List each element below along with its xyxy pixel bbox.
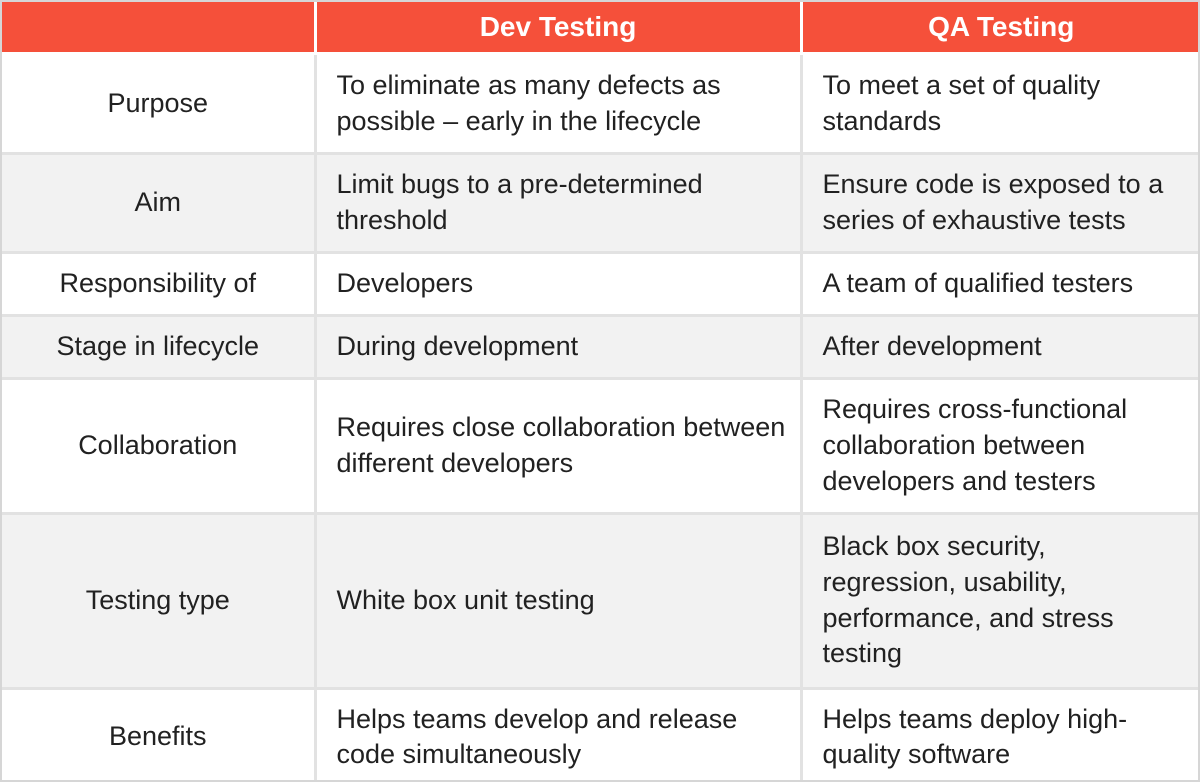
table-header-row: Dev Testing QA Testing	[2, 2, 1198, 55]
header-dev-testing: Dev Testing	[315, 2, 803, 55]
dev-testing-cell: Limit bugs to a pre-determined threshold	[315, 152, 803, 253]
qa-testing-cell: Ensure code is exposed to a series of ex…	[801, 152, 1198, 253]
row-label-cell: Collaboration	[2, 376, 317, 514]
table-row: Collaboration Requires close collaborati…	[2, 376, 1198, 514]
qa-testing-cell: Helps teams deploy high-quality software	[801, 686, 1198, 780]
table-row: Aim Limit bugs to a pre-determined thres…	[2, 152, 1198, 253]
table-row: Purpose To eliminate as many defects as …	[2, 53, 1198, 154]
table-row: Benefits Helps teams develop and release…	[2, 686, 1198, 780]
table-row: Stage in lifecycle During development Af…	[2, 313, 1198, 379]
header-corner-cell	[2, 2, 317, 55]
table-row: Responsibility of Developers A team of q…	[2, 250, 1198, 316]
dev-testing-cell: During development	[315, 313, 803, 379]
dev-testing-cell: Requires close collaboration between dif…	[315, 376, 803, 514]
row-label-cell: Responsibility of	[2, 250, 317, 316]
qa-testing-cell: After development	[801, 313, 1198, 379]
dev-testing-cell: White box unit testing	[315, 511, 803, 689]
qa-testing-cell: A team of qualified testers	[801, 250, 1198, 316]
dev-testing-cell: Developers	[315, 250, 803, 316]
row-label-cell: Benefits	[2, 686, 317, 780]
dev-testing-cell: To eliminate as many defects as possible…	[315, 53, 803, 154]
header-qa-testing: QA Testing	[801, 2, 1198, 55]
qa-testing-cell: Black box security, regression, usabilit…	[801, 511, 1198, 689]
row-label-cell: Aim	[2, 152, 317, 253]
table-body: Purpose To eliminate as many defects as …	[2, 53, 1198, 780]
row-label-cell: Stage in lifecycle	[2, 313, 317, 379]
table-row: Testing type White box unit testing Blac…	[2, 511, 1198, 689]
dev-testing-cell: Helps teams develop and release code sim…	[315, 686, 803, 780]
qa-testing-cell: Requires cross-functional collaboration …	[801, 376, 1198, 514]
qa-testing-cell: To meet a set of quality standards	[801, 53, 1198, 154]
row-label-cell: Testing type	[2, 511, 317, 689]
row-label-cell: Purpose	[2, 53, 317, 154]
